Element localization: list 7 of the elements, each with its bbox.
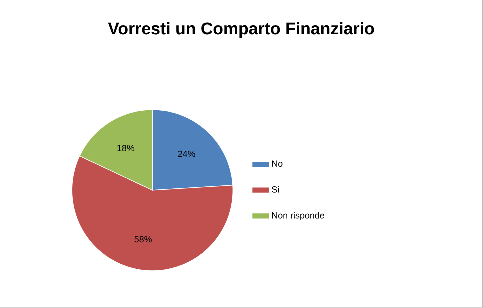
data-label: 58% <box>134 236 152 243</box>
data-label: 24% <box>178 150 196 158</box>
legend-label: Non risponde <box>272 212 325 220</box>
chart-title: Vorresti un Comparto Finanziario <box>108 22 374 38</box>
legend-label: No <box>272 160 283 167</box>
legend-label: Si <box>272 186 279 193</box>
data-label: 18% <box>118 145 135 152</box>
